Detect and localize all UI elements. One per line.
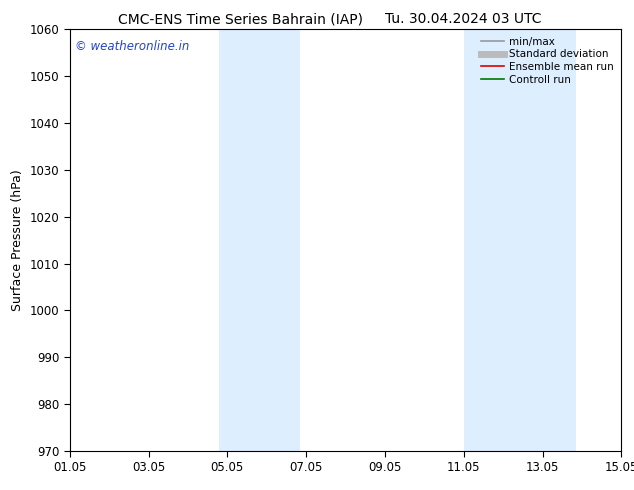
Legend: min/max, Standard deviation, Ensemble mean run, Controll run: min/max, Standard deviation, Ensemble me… [479, 35, 616, 87]
Bar [219, 29, 301, 451]
Bar [463, 29, 576, 451]
Y-axis label: Surface Pressure (hPa): Surface Pressure (hPa) [11, 169, 24, 311]
Text: © weatheronline.in: © weatheronline.in [75, 40, 190, 53]
Text: CMC-ENS Time Series Bahrain (IAP): CMC-ENS Time Series Bahrain (IAP) [119, 12, 363, 26]
Text: Tu. 30.04.2024 03 UTC: Tu. 30.04.2024 03 UTC [385, 12, 541, 26]
